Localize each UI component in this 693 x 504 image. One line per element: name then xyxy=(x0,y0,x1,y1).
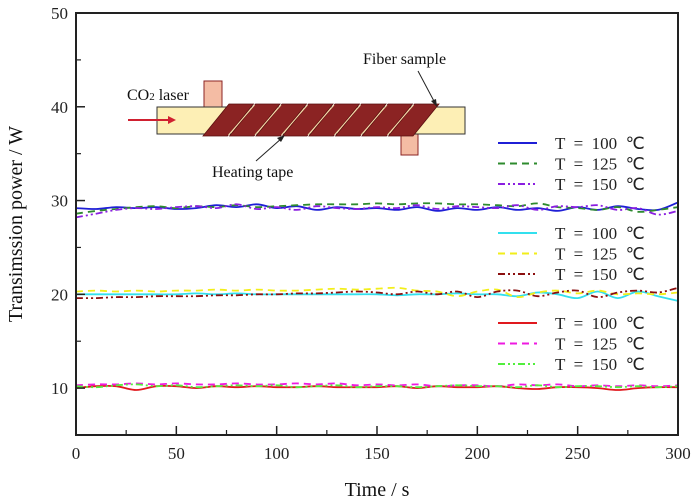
tape-segment xyxy=(387,103,440,137)
series-line-20w-1 xyxy=(75,286,679,299)
tape-gap xyxy=(281,104,308,136)
tape-gap xyxy=(307,104,335,136)
fiber-pointer-head xyxy=(431,99,437,107)
legend-label: T = 125 ℃ xyxy=(555,335,645,354)
y-tick-label: 30 xyxy=(51,192,68,211)
x-tick-label: 200 xyxy=(465,444,491,463)
legend-label: T = 125 ℃ xyxy=(555,245,645,264)
legend-label: T = 125 ℃ xyxy=(555,155,645,174)
legend-label: T = 100 ℃ xyxy=(555,314,645,333)
inset-label-heater: Heating tape xyxy=(212,164,293,181)
tape-segment xyxy=(281,103,334,137)
series-line-10w-2 xyxy=(75,383,679,389)
tape-segment xyxy=(228,103,281,137)
x-tick-label: 50 xyxy=(168,444,185,463)
x-tick-label: 150 xyxy=(364,444,390,463)
heating-tape xyxy=(202,103,440,137)
legend-label: T = 150 ℃ xyxy=(555,175,645,194)
legend-layer: T = 100 ℃T = 125 ℃T = 150 ℃T = 100 ℃T = … xyxy=(498,134,645,374)
y-tick-label: 10 xyxy=(51,379,68,398)
series-line-10w-1 xyxy=(75,382,679,388)
series-line-30w-1 xyxy=(75,202,679,215)
ticks-layer: 0 50 100 150 200 250 300 10 20 30 40 50 xyxy=(51,4,691,463)
tape-segment xyxy=(202,103,255,137)
y-axis-title: Transimssion power / W xyxy=(5,126,27,322)
series-line-30w-2 xyxy=(75,203,679,219)
legend-label: T = 150 ℃ xyxy=(555,265,645,284)
tape-segment xyxy=(255,103,308,137)
tape-gap xyxy=(360,104,388,136)
tape-gap xyxy=(228,104,255,136)
tape-segment xyxy=(334,103,387,137)
heater-pointer-head xyxy=(277,135,285,142)
heater-pointer xyxy=(255,137,283,162)
x-tick-label: 300 xyxy=(665,444,691,463)
series-layer xyxy=(75,201,679,391)
y-tick-label: 20 xyxy=(51,285,68,304)
x-tick-label: 250 xyxy=(565,444,591,463)
mount-top xyxy=(203,80,223,110)
tape-gap xyxy=(387,104,414,136)
series-line-20w-2 xyxy=(75,286,679,300)
tape-gap xyxy=(254,104,282,136)
y-tick-label: 40 xyxy=(51,98,68,117)
inset-label-fiber: Fiber sample xyxy=(363,51,446,68)
x-tick-label: 100 xyxy=(264,444,290,463)
legend-label: T = 100 ℃ xyxy=(555,134,645,153)
x-tick-label: 0 xyxy=(72,444,81,463)
laser-arrow-head xyxy=(168,116,176,124)
inset-diagram: CO2 laser Fiber sample Heating tape xyxy=(127,51,466,181)
legend-label: T = 100 ℃ xyxy=(555,224,645,243)
x-axis-title: Time / s xyxy=(345,479,410,501)
tape-segment xyxy=(361,103,414,137)
tape-segment xyxy=(308,103,361,137)
y-tick-label: 50 xyxy=(51,4,68,23)
series-line-20w-0 xyxy=(76,290,679,302)
legend-label: T = 150 ℃ xyxy=(555,355,645,374)
fiber-pointer xyxy=(417,70,436,104)
tape-gap xyxy=(334,104,361,136)
inset-label-laser: CO2 laser xyxy=(127,87,190,104)
